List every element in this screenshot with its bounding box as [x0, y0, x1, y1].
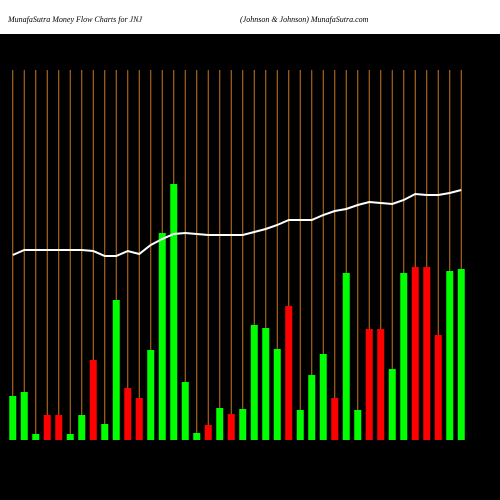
- bar: [365, 329, 373, 440]
- bar: [377, 329, 385, 440]
- bar: [388, 369, 396, 440]
- bar: [411, 267, 419, 440]
- bar: [262, 328, 270, 440]
- bar: [285, 306, 293, 440]
- bar: [446, 271, 454, 440]
- bar: [170, 184, 178, 440]
- bar: [227, 414, 235, 440]
- chart-title: MunafaSutra Money Flow Charts for JNJ: [7, 15, 142, 24]
- bar: [239, 409, 247, 440]
- bar: [434, 335, 442, 440]
- money-flow-line: [12, 189, 462, 257]
- bar: [308, 375, 316, 440]
- bar: [20, 392, 28, 440]
- bar: [204, 425, 212, 440]
- bar: [193, 433, 201, 440]
- bar: [32, 434, 40, 440]
- header-band: [0, 0, 500, 34]
- bar: [101, 424, 109, 440]
- bar: [354, 410, 362, 440]
- bar: [400, 273, 408, 440]
- bar: [89, 360, 97, 440]
- bar: [457, 269, 465, 440]
- bar: [78, 415, 86, 440]
- bar: [112, 300, 120, 440]
- bar: [273, 349, 281, 440]
- bar: [319, 354, 327, 440]
- chart-subtitle: (Johnson & Johnson) MunafaSutra.com: [240, 15, 369, 24]
- bar: [296, 410, 304, 440]
- bar: [331, 398, 339, 440]
- bar: [250, 325, 258, 440]
- bar: [423, 267, 431, 440]
- bar: [135, 398, 143, 440]
- bar: [43, 415, 51, 440]
- bar: [124, 388, 132, 440]
- bar: [55, 415, 63, 440]
- bar: [216, 408, 224, 440]
- bar: [158, 233, 166, 440]
- bar: [181, 382, 189, 440]
- bar: [342, 273, 350, 440]
- bar: [66, 434, 74, 440]
- bar: [9, 396, 17, 440]
- bar: [147, 350, 155, 440]
